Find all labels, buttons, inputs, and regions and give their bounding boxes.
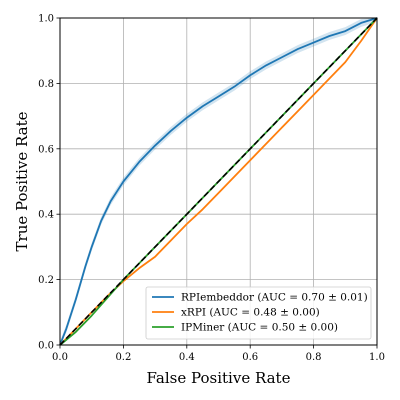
x-tick-label: 0.0	[52, 352, 68, 363]
legend-label-ipminer: IPMiner (AUC = 0.50 ± 0.00)	[181, 322, 338, 334]
legend-label-xrpi: xRPI (AUC = 0.48 ± 0.00)	[181, 307, 320, 319]
y-tick-label: 0.4	[38, 210, 54, 221]
y-tick-label: 0.6	[38, 144, 54, 155]
y-tick-label: 0.8	[38, 79, 54, 90]
x-tick-label: 0.8	[306, 352, 322, 363]
x-tick-label: 1.0	[369, 352, 385, 363]
y-tick-label: 0.0	[38, 341, 54, 352]
x-tick-label: 0.6	[242, 352, 258, 363]
legend-box	[145, 286, 372, 340]
series-lines	[59, 17, 378, 346]
x-tick-label: 0.4	[179, 352, 195, 363]
legend-label-rpiembeddor: RPIembeddor (AUC = 0.70 ± 0.01)	[181, 292, 368, 304]
y-tick-label: 1.0	[38, 14, 54, 25]
axis-ticks: 0.0 0.2 0.4 0.6 0.8 1.0 0.0 0.2 0.4 0.6 0.8 1.0	[38, 14, 385, 364]
x-tick-label: 0.2	[115, 352, 131, 363]
y-axis-label: True Positive Rate	[13, 111, 31, 251]
legend: RPIembeddor (AUC = 0.70 ± 0.01) xRPI (AU…	[145, 286, 372, 340]
series-line-0	[59, 17, 378, 346]
plot-frame	[59, 17, 378, 346]
y-tick-label: 0.2	[38, 275, 54, 286]
x-axis-label: False Positive Rate	[147, 369, 291, 387]
reference-diagonal-line	[59, 17, 378, 346]
